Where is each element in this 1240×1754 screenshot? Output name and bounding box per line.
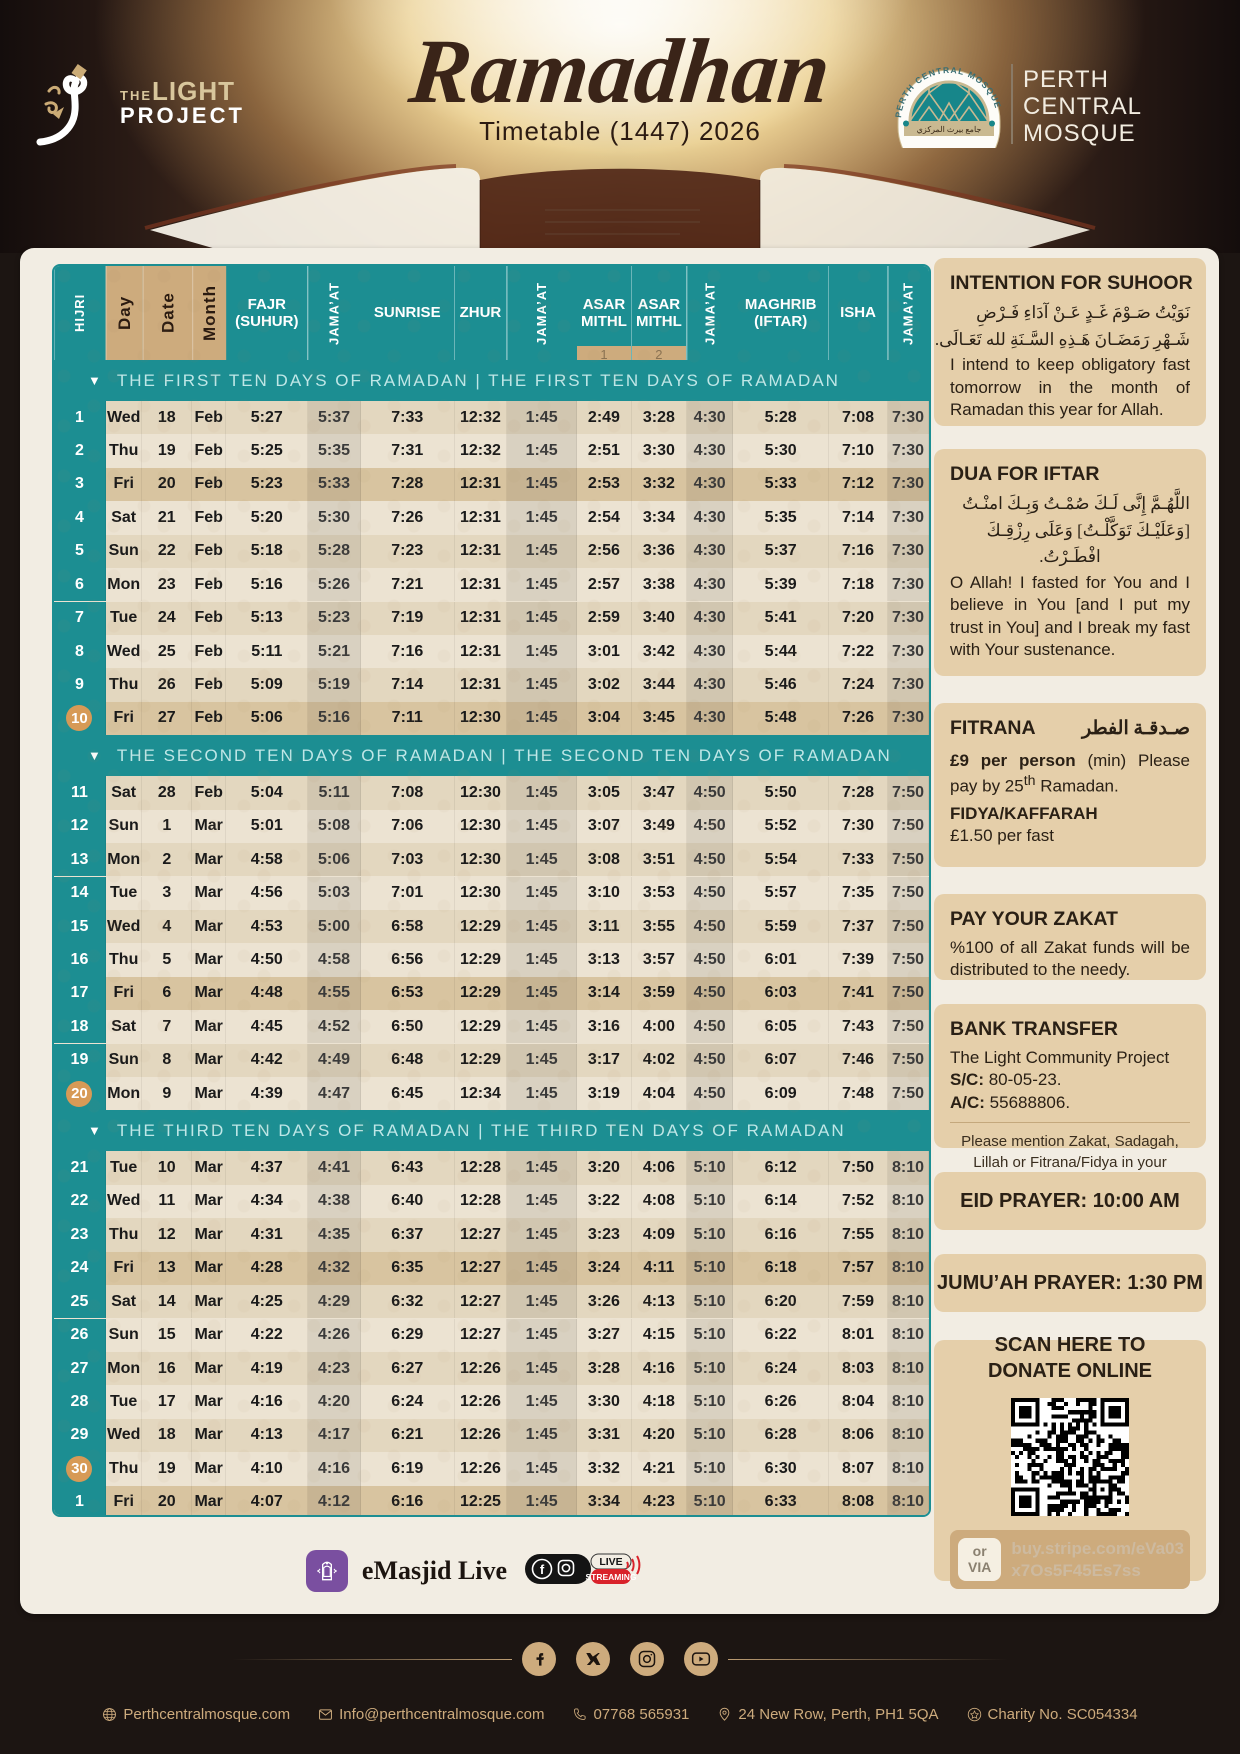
svg-text:STREAMING: STREAMING bbox=[586, 1572, 637, 1582]
svg-text:جامع بيرث المركزي: جامع بيرث المركزي bbox=[917, 125, 982, 134]
svg-text:LIVE: LIVE bbox=[599, 1556, 622, 1568]
svg-text:f: f bbox=[540, 1562, 545, 1577]
